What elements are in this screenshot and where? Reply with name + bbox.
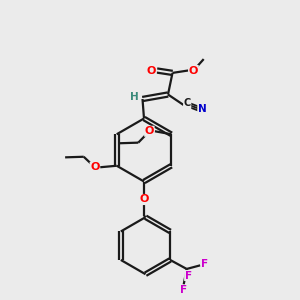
Text: O: O <box>90 162 100 172</box>
Text: F: F <box>184 271 192 281</box>
Text: N: N <box>198 103 207 114</box>
Text: F: F <box>180 285 187 295</box>
Text: O: O <box>139 194 149 205</box>
Text: O: O <box>145 126 154 136</box>
Text: C: C <box>184 98 191 109</box>
Text: O: O <box>189 65 198 76</box>
Text: H: H <box>130 92 139 103</box>
Text: F: F <box>201 259 208 269</box>
Text: O: O <box>147 65 156 76</box>
